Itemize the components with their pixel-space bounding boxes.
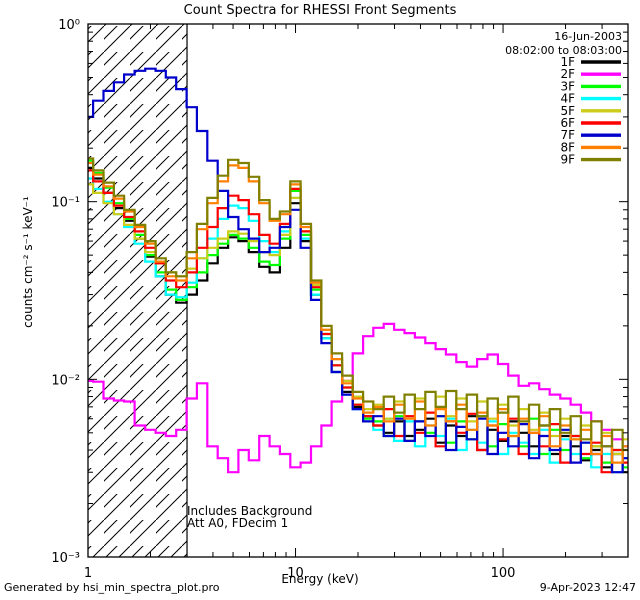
x-tick-label: 100	[491, 566, 516, 581]
page-title: Count Spectra for RHESSI Front Segments	[183, 3, 457, 18]
observation-date: 16-Jun-2003	[554, 30, 622, 43]
legend-label-3f: 3F	[560, 79, 575, 93]
x-tick-label: 10	[287, 566, 304, 581]
legend-label-4f: 4F	[560, 92, 575, 106]
y-tick-label: 10⁻²	[51, 373, 80, 388]
render-timestamp: 9-Apr-2023 12:47	[539, 581, 636, 594]
legend-label-9f: 9F	[560, 153, 575, 167]
generator-credit: Generated by hsi_min_spectra_plot.pro	[4, 581, 220, 594]
observation-time-range: 08:02:00 to 08:03:00	[505, 44, 622, 57]
y-tick-label: 10⁻¹	[51, 196, 80, 211]
legend-label-5f: 5F	[560, 104, 575, 118]
legend-label-6f: 6F	[560, 116, 575, 130]
spectra-curves	[88, 67, 628, 474]
axis-frame	[87, 23, 629, 558]
y-tick-label: 10⁰	[58, 18, 80, 33]
legend-label-7f: 7F	[560, 128, 575, 142]
x-axis-label: Energy (keV)	[281, 572, 359, 586]
annotation-line-1: Includes Background	[187, 504, 312, 518]
y-tick-label: 10⁻³	[51, 551, 80, 566]
y-axis-label: counts cm⁻² s⁻¹ keV⁻¹	[21, 196, 35, 328]
x-tick-label: 1	[84, 566, 92, 581]
legend-label-8f: 8F	[560, 140, 575, 154]
legend-label-1f: 1F	[560, 55, 575, 69]
axis-tick-labels: 1 10 100 10⁰ 10⁻¹ 10⁻² 10⁻³	[51, 18, 515, 581]
legend-label-2f: 2F	[560, 67, 575, 81]
annotation-line-2: Att A0, FDecim 1	[187, 516, 288, 530]
